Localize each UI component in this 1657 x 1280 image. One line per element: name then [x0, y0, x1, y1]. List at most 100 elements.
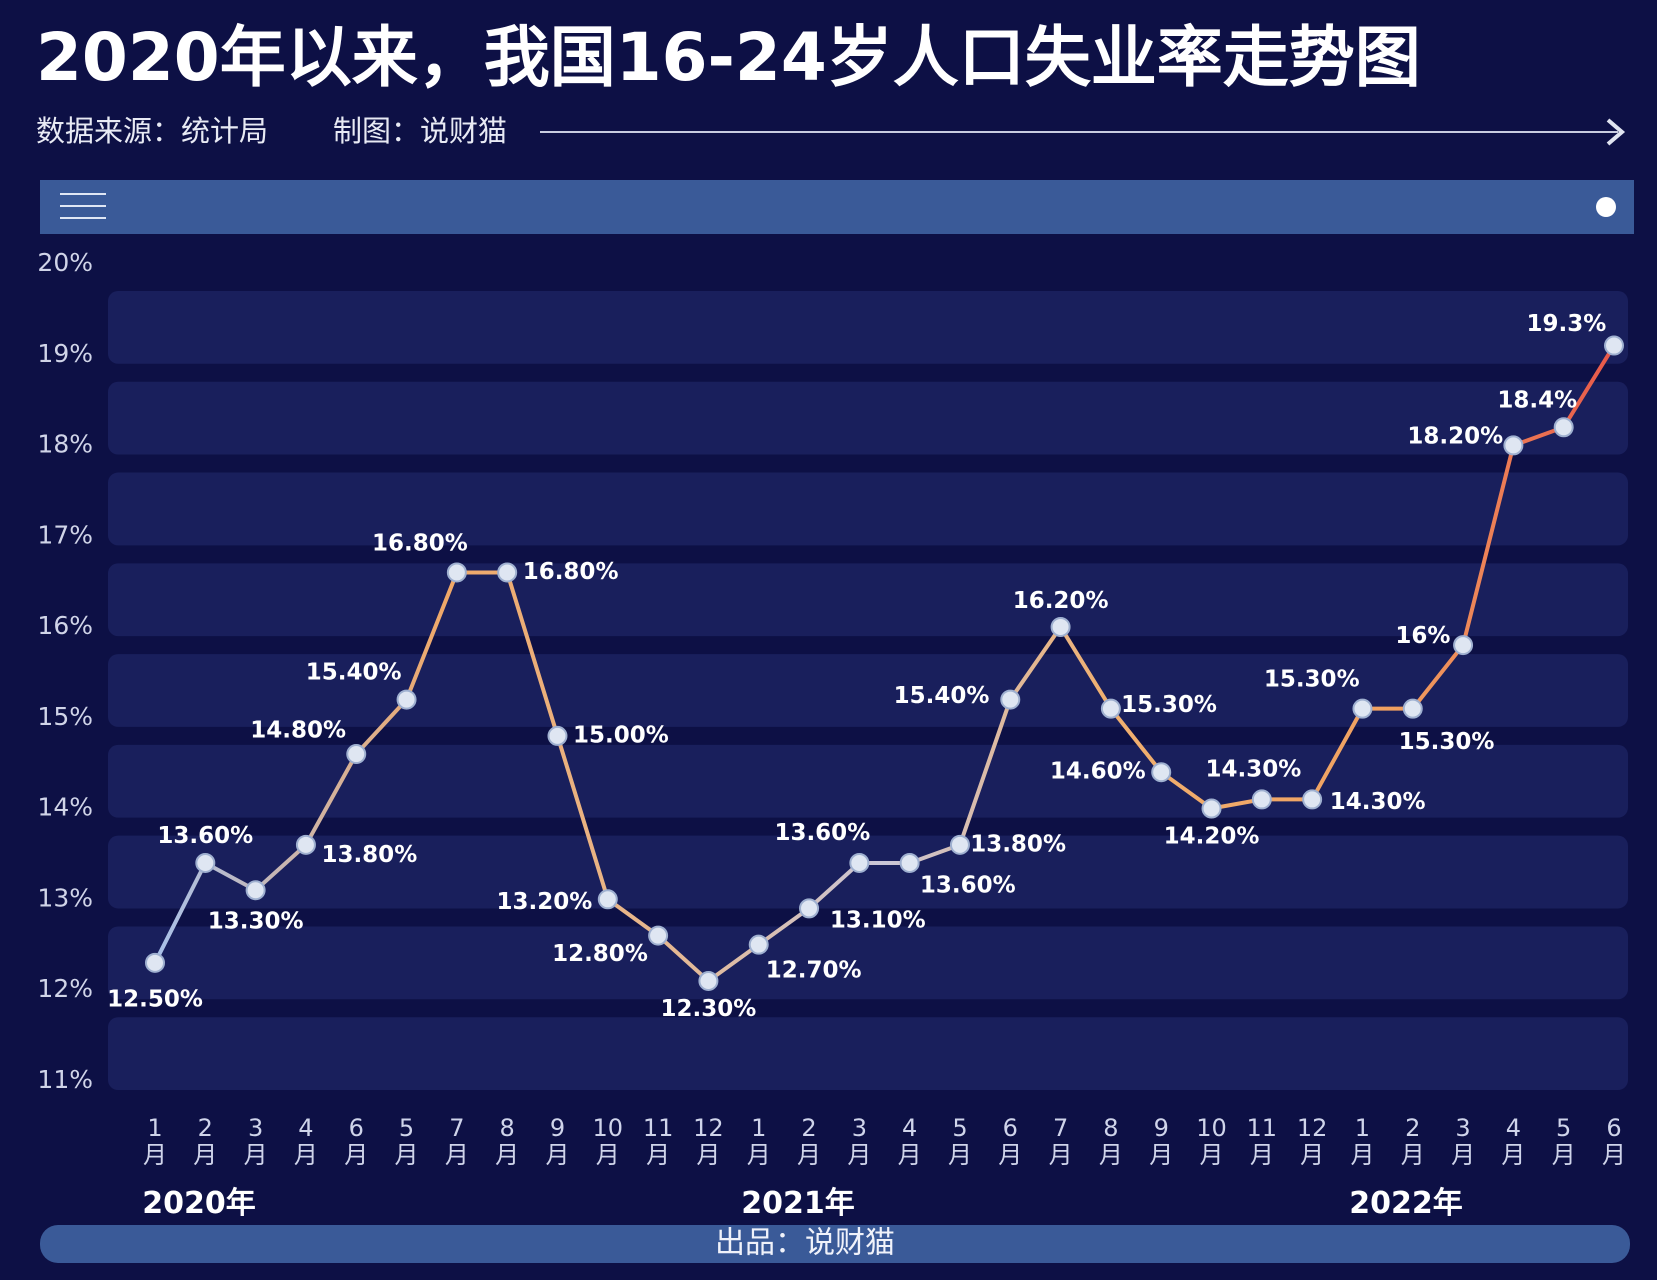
- grid-band: [108, 563, 1628, 637]
- x-tick-label: 4月: [1501, 1114, 1526, 1169]
- value-label: 15.00%: [573, 722, 669, 748]
- point: [1352, 698, 1373, 719]
- value-label: 12.30%: [661, 996, 757, 1022]
- author: 制图：说财猫: [333, 114, 507, 148]
- point: [748, 934, 769, 955]
- value-label: 14.60%: [1050, 759, 1146, 785]
- point: [396, 689, 417, 710]
- x-tick-label: 7月: [1048, 1114, 1073, 1169]
- point: [195, 852, 216, 873]
- y-tick-label: 15%: [37, 702, 93, 731]
- year-label: 2021年: [741, 1186, 855, 1221]
- toolbar: [40, 180, 1634, 234]
- value-label: 14.30%: [1330, 789, 1426, 815]
- grid-band: [108, 472, 1628, 546]
- value-label: 14.20%: [1164, 824, 1260, 850]
- point: [799, 898, 820, 919]
- value-label: 15.30%: [1121, 692, 1217, 718]
- x-tick-label: 6月: [998, 1114, 1023, 1169]
- point: [899, 852, 920, 873]
- value-label: 16.80%: [523, 559, 619, 585]
- point: [849, 852, 870, 873]
- value-label: 13.60%: [157, 823, 253, 849]
- value-label: 13.60%: [774, 820, 870, 846]
- point: [648, 925, 669, 946]
- value-label: 18.4%: [1497, 387, 1577, 413]
- x-tick-label: 8月: [495, 1114, 520, 1169]
- x-tick-label: 5月: [394, 1114, 419, 1169]
- x-tick-label: 2月: [797, 1114, 822, 1169]
- x-tick-label: 9月: [545, 1114, 570, 1169]
- value-label: 13.20%: [496, 889, 592, 915]
- value-label: 13.80%: [321, 842, 417, 868]
- x-tick-label: 12月: [1296, 1114, 1328, 1169]
- value-label: 13.60%: [920, 873, 1016, 899]
- value-label: 16%: [1395, 623, 1450, 649]
- x-tick-label: 4月: [293, 1114, 318, 1169]
- toggle-dot[interactable]: [1596, 197, 1616, 217]
- x-tick-label: 1月: [143, 1114, 167, 1169]
- value-label: 16.20%: [1013, 588, 1109, 614]
- x-tick-label: 3月: [1451, 1114, 1476, 1169]
- point: [597, 889, 618, 910]
- footer: 出品：说财猫: [715, 1226, 895, 1261]
- value-label: 13.30%: [208, 908, 304, 934]
- x-tick-label: 8月: [1098, 1114, 1123, 1169]
- value-label: 13.10%: [830, 908, 926, 934]
- grid-band: [108, 1017, 1628, 1090]
- y-tick-label: 18%: [37, 430, 93, 459]
- y-tick-label: 17%: [37, 520, 93, 549]
- arrow-icon: [1606, 118, 1626, 146]
- grid-band: [108, 291, 1628, 364]
- x-tick-label: 10月: [1196, 1114, 1227, 1169]
- x-tick-label: 11月: [1246, 1114, 1278, 1169]
- point: [245, 880, 266, 901]
- value-label: 13.80%: [970, 831, 1066, 857]
- y-tick-label: 12%: [37, 974, 93, 1003]
- point: [1251, 789, 1272, 810]
- title: 2020年以来，我国16-24岁人口失业率走势图: [36, 19, 1421, 96]
- value-label: 12.50%: [107, 986, 203, 1012]
- x-tick-label: 9月: [1149, 1114, 1174, 1169]
- menu-icon[interactable]: [60, 193, 106, 219]
- point: [295, 834, 316, 855]
- y-tick-label: 14%: [37, 793, 93, 822]
- point: [1453, 635, 1474, 656]
- point: [1302, 789, 1323, 810]
- point: [1151, 762, 1172, 783]
- point: [698, 970, 719, 991]
- y-tick-label: 19%: [37, 339, 93, 368]
- year-label: 2020年: [142, 1186, 256, 1221]
- point: [1402, 698, 1423, 719]
- x-tick-label: 2月: [193, 1114, 218, 1169]
- value-label: 12.70%: [766, 958, 862, 984]
- x-tick-label: 3月: [847, 1114, 872, 1169]
- value-label: 14.30%: [1205, 756, 1301, 782]
- footer-bar: [40, 1225, 1630, 1263]
- y-tick-label: 11%: [37, 1065, 93, 1094]
- value-label: 16.80%: [372, 530, 468, 556]
- value-label: 15.40%: [894, 683, 990, 709]
- value-label: 19.3%: [1527, 311, 1607, 337]
- x-tick-label: 1月: [1350, 1114, 1375, 1169]
- x-tick-label: 6月: [344, 1114, 369, 1169]
- point: [1201, 798, 1222, 819]
- x-tick-label: 2月: [1400, 1114, 1425, 1169]
- value-label: 18.20%: [1407, 423, 1503, 449]
- value-label: 15.30%: [1399, 729, 1495, 755]
- y-tick-label: 20%: [37, 248, 93, 277]
- grid-band: [108, 654, 1628, 727]
- point: [547, 725, 568, 746]
- x-tick-label: 10月: [592, 1114, 624, 1169]
- x-tick-label: 1月: [746, 1114, 771, 1169]
- point: [1553, 417, 1574, 438]
- point: [1100, 698, 1121, 719]
- source: 数据来源：统计局: [36, 114, 268, 148]
- x-tick-label: 4月: [897, 1114, 922, 1169]
- x-tick-label: 5月: [947, 1114, 972, 1169]
- grid-band: [108, 926, 1628, 1000]
- value-label: 15.40%: [306, 660, 402, 686]
- x-tick-label: 3月: [243, 1114, 268, 1169]
